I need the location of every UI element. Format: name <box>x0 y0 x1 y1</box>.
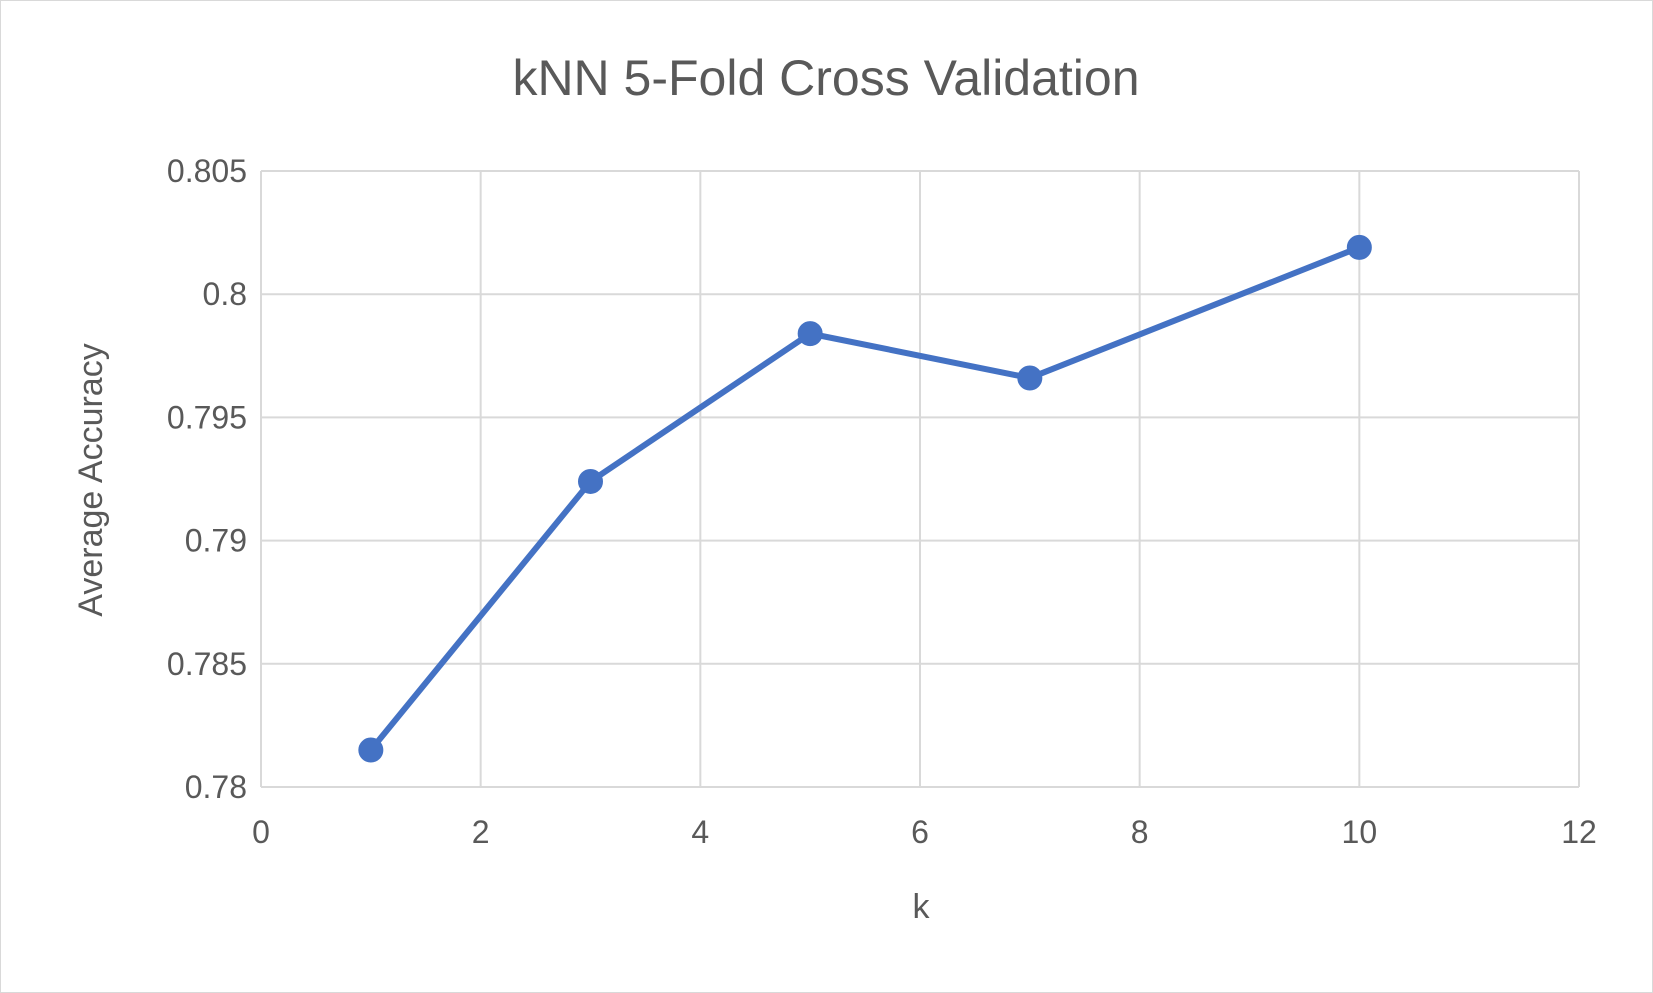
data-point <box>1346 234 1372 260</box>
data-point <box>1017 365 1043 391</box>
series-layer <box>358 234 1372 763</box>
data-point <box>578 468 603 494</box>
x-tick-label: 12 <box>1561 814 1597 850</box>
x-tick-label: 8 <box>1131 814 1149 850</box>
y-tick-label: 0.795 <box>167 399 247 435</box>
y-tick-label: 0.8 <box>203 276 247 312</box>
axis-ticks: 0.78 0.785 0.79 0.795 0.8 0.805 0 2 4 6 8 10 12 <box>167 153 1597 850</box>
series-line <box>367 244 1363 754</box>
grid-lines <box>260 170 1580 788</box>
data-point <box>797 321 823 347</box>
y-axis-label: Average Accuracy <box>72 343 110 616</box>
y-tick-label: 0.785 <box>167 646 247 682</box>
y-tick-label: 0.78 <box>185 769 247 805</box>
y-tick-label: 0.79 <box>185 523 247 559</box>
y-tick-label: 0.805 <box>167 153 247 189</box>
x-tick-label: 4 <box>691 814 709 850</box>
x-tick-label: 2 <box>472 814 490 850</box>
x-tick-label: 0 <box>252 814 270 850</box>
x-tick-label: 6 <box>911 814 929 850</box>
x-tick-label: 10 <box>1342 814 1378 850</box>
x-axis-label: k <box>913 888 931 926</box>
chart-title: kNN 5-Fold Cross Validation <box>512 50 1139 106</box>
data-point <box>358 737 384 763</box>
